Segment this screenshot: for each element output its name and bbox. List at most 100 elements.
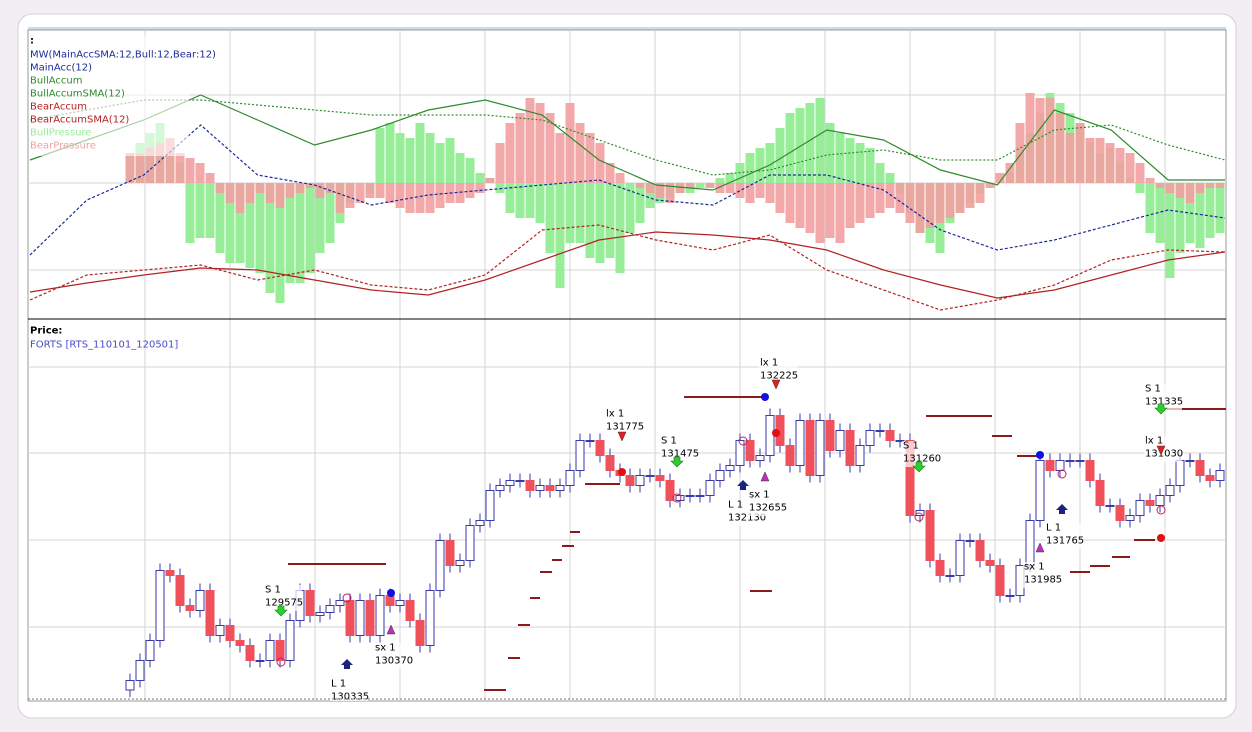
trade-price: 131775	[606, 421, 644, 432]
histogram-bar	[625, 183, 635, 233]
histogram-bar	[725, 183, 735, 193]
histogram-bar	[1025, 93, 1035, 183]
candle-body	[1195, 460, 1205, 476]
fill-ring	[672, 493, 682, 503]
candle-body	[565, 470, 575, 486]
trade-price: 129575	[265, 597, 303, 608]
histogram-bar	[585, 183, 595, 258]
histogram-bar	[385, 123, 395, 183]
histogram-bar	[765, 183, 775, 203]
histogram-bar	[515, 183, 525, 218]
candle-body	[635, 475, 645, 486]
label-bg	[605, 409, 643, 435]
legend-entry: MainAcc(12)	[30, 62, 92, 73]
fill-dot	[387, 589, 395, 597]
label-bg	[748, 490, 786, 516]
histogram-bar	[1135, 163, 1145, 183]
histogram-bar	[795, 183, 805, 228]
histogram-bar	[1155, 183, 1165, 188]
candle-body	[1085, 460, 1095, 481]
histogram-bar	[185, 158, 195, 183]
candle-body	[325, 605, 335, 613]
histogram-bar	[135, 153, 145, 183]
histogram-bar	[315, 183, 325, 253]
histogram-bar	[195, 183, 205, 238]
candle-body	[1035, 460, 1045, 521]
histogram-bar	[695, 183, 705, 188]
buy-arrow	[737, 480, 749, 490]
candle-body	[845, 430, 855, 466]
legend-title: MW(MainAccSMA:12,Bull:12,Bear:12)	[30, 49, 216, 60]
histogram-bar	[395, 133, 405, 183]
candle-body	[175, 575, 185, 606]
candle-body	[425, 590, 435, 646]
candle-body	[1115, 505, 1125, 521]
candle-body	[705, 480, 715, 496]
histogram-bar	[525, 183, 535, 218]
histogram-bar	[1175, 183, 1185, 253]
histogram-bar	[145, 148, 155, 183]
fill-ring	[1156, 505, 1166, 515]
histogram-bar	[825, 183, 835, 238]
fill-ring	[1057, 469, 1067, 479]
trade-price: 132655	[749, 502, 787, 513]
histogram-bar	[795, 108, 805, 183]
histogram-bar	[915, 183, 925, 233]
histogram-bar	[355, 183, 365, 203]
candle-body	[1205, 475, 1215, 481]
histogram-bar	[275, 183, 285, 208]
candle-body	[1185, 460, 1195, 462]
candle-body	[655, 475, 665, 481]
candle-body	[315, 612, 325, 616]
histogram-bar	[235, 183, 245, 263]
histogram-bar	[585, 133, 595, 183]
label-bg	[330, 679, 368, 701]
candle-body	[525, 480, 535, 491]
histogram-bar	[125, 153, 135, 183]
histogram-bar	[725, 173, 735, 183]
histogram-bar	[715, 183, 725, 193]
candle-body	[405, 600, 415, 621]
histogram-bar	[465, 158, 475, 183]
histogram-bar	[1125, 153, 1135, 183]
histogram-bar	[775, 128, 785, 183]
histogram-bar	[1105, 143, 1115, 183]
histogram-bar	[325, 183, 335, 193]
candle-body	[1005, 595, 1015, 597]
histogram-bar	[345, 183, 355, 208]
histogram-bar	[1195, 183, 1205, 193]
histogram-bar	[895, 183, 905, 213]
histogram-bar	[945, 183, 955, 218]
histogram-bar	[535, 183, 545, 223]
histogram-bar	[845, 183, 855, 228]
histogram-bar	[165, 138, 175, 183]
candle-body	[205, 590, 215, 636]
histogram-bar	[1075, 123, 1085, 183]
histogram-bar	[565, 183, 575, 243]
candle-body	[1135, 500, 1145, 516]
fill-dot	[1036, 451, 1044, 459]
histogram-bar	[395, 183, 405, 208]
histogram-bar	[875, 163, 885, 183]
histogram-bar	[1015, 123, 1025, 183]
histogram-bar	[995, 173, 1005, 183]
trade-label: L 1	[331, 678, 346, 689]
histogram-bar	[225, 183, 235, 203]
trade-label: L 1	[728, 499, 743, 510]
trade-label: S 1	[903, 440, 919, 451]
histogram-bar	[955, 183, 965, 213]
legend-entry: BearPressure	[30, 140, 96, 151]
fill-ring	[276, 657, 286, 667]
fill-dot	[1157, 534, 1165, 542]
histogram-bar	[1165, 183, 1175, 193]
indicator-line	[29, 94, 1225, 191]
pane-subtitle: FORTS [RTS_110101_120501]	[30, 339, 178, 350]
indicator-line	[29, 231, 1226, 299]
candle-body	[245, 645, 255, 661]
histogram-bar	[515, 113, 525, 183]
candle-body	[795, 420, 805, 466]
histogram-bar	[615, 173, 625, 183]
candle-body	[625, 475, 635, 486]
buy-arrow	[341, 659, 353, 669]
histogram-bar	[305, 183, 315, 188]
